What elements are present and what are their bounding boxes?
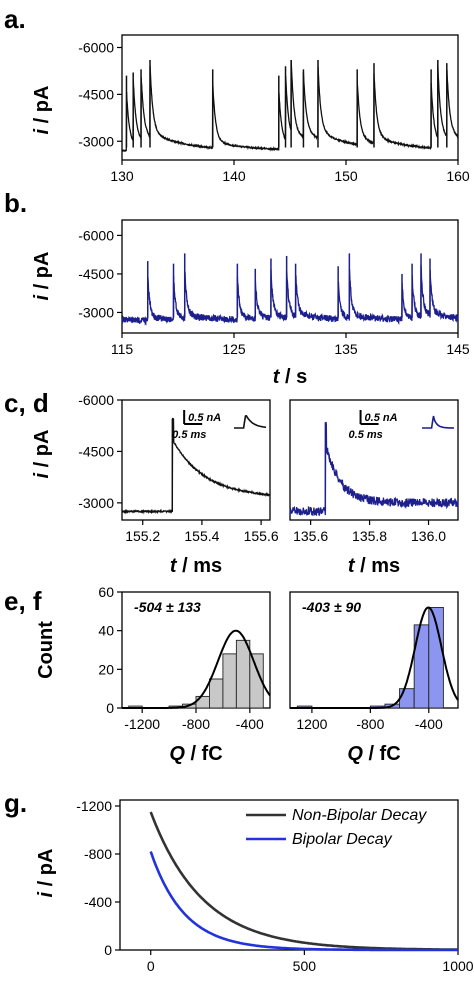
plot-f: 1200 -800 -400 Q / fC -403 ± 90	[289, 591, 459, 765]
x-axis-label-e: Q / fC	[169, 743, 222, 765]
legend-label-1: Bipolar Decay	[292, 831, 393, 848]
histogram-bar-e	[209, 678, 224, 709]
histogram-bar-e	[222, 653, 237, 709]
y-tick-label-g: 0	[104, 942, 112, 958]
axes-frame-c	[121, 399, 271, 521]
histogram-bar-f	[399, 688, 415, 709]
gaussian-fit-e	[122, 629, 271, 709]
plot-d: 135.6 135.8 136.0 t / ms 0.5 nA 0.5 ms	[289, 399, 459, 577]
y-tick-label-e: 0	[106, 700, 114, 716]
axes-frame-b	[121, 219, 459, 334]
x-tick-label-b: 135	[334, 341, 358, 357]
y-tick-label-c: -6000	[78, 392, 114, 408]
plot-b: 115 125 135 145 -6000 -4500 -3000 t / s	[78, 219, 470, 388]
scalebar-time-label-c: 0.5 ms	[172, 429, 206, 441]
x-tick-label-d: 136.0	[411, 528, 446, 544]
x-tick-label-b: 145	[446, 341, 470, 357]
ylabel-ef: Count	[35, 621, 57, 679]
ylabel-g: i / pA	[35, 849, 57, 898]
scalebar-current-label-c: 0.5 nA	[188, 412, 221, 424]
trace-b	[121, 264, 459, 326]
x-axis-label-c: t / ms	[170, 555, 222, 577]
x-tick-label-a: 140	[222, 168, 246, 184]
axes-frame-g	[119, 799, 459, 951]
panel-label-a: a.	[4, 4, 26, 34]
ylabel-b: i / pA	[31, 252, 53, 301]
x-axis-label-f: Q / fC	[347, 743, 400, 765]
x-tick-label-a: 160	[446, 168, 470, 184]
gaussian-fit-f	[290, 606, 459, 709]
x-tick-label-c: 155.2	[125, 528, 160, 544]
axes-frame-d	[289, 399, 459, 521]
axes-frame-a	[121, 34, 459, 161]
plot-c: 155.2 155.4 155.6 -6000 -4500 -3000 t / ms 0.5 …	[78, 392, 279, 577]
fit-annotation-f: -403 ± 90	[302, 599, 361, 615]
fit-annotation-e: -504 ± 133	[134, 599, 201, 615]
x-axis-label-b: t / s	[273, 366, 307, 388]
panel-label-cd: c, d	[4, 388, 49, 418]
x-tick-label-f: -800	[356, 716, 384, 732]
x-tick-label-f: 1200	[296, 716, 327, 732]
x-tick-label-c: 155.4	[184, 528, 219, 544]
y-tick-label-g: -400	[84, 894, 112, 910]
inset-waveform-c	[234, 415, 267, 429]
trace-a	[121, 60, 459, 154]
y-tick-label-e: 40	[98, 623, 114, 639]
plot-g: 0 500 1000 -1200 -800 -400 0 t / ms Non-Bipolar …	[76, 798, 474, 985]
x-tick-label-e: -800	[182, 716, 210, 732]
y-tick-label-a: -4500	[78, 86, 114, 102]
event-trace-c	[121, 417, 270, 515]
y-tick-label-b: -3000	[78, 304, 114, 320]
event-trace-d	[289, 421, 459, 517]
x-tick-label-b: 115	[111, 341, 134, 357]
x-tick-label-c: 155.6	[244, 528, 279, 544]
histogram-bar-e	[195, 695, 210, 709]
histogram-bar-e	[249, 653, 264, 709]
x-tick-label-a: 150	[334, 168, 358, 184]
x-axis-label-g: t / ms	[263, 983, 315, 985]
y-tick-label-e: 20	[98, 661, 114, 677]
histogram-bar-e	[235, 639, 251, 709]
x-tick-label-a: 130	[110, 168, 134, 184]
ylabel-a: i / pA	[31, 86, 53, 135]
panel-label-g: g.	[4, 788, 27, 818]
plot-e: -1200 -800 -400 0 20 40 60 Q / fC -504 ± 133	[98, 584, 271, 765]
x-axis-label-d: t / ms	[348, 555, 400, 577]
y-tick-label-b: -4500	[78, 266, 114, 282]
y-tick-label-a: -6000	[78, 40, 114, 56]
y-tick-label-c: -3000	[78, 495, 114, 511]
legend-label-0: Non-Bipolar Decay	[292, 807, 427, 824]
x-tick-label-g: 500	[293, 958, 317, 974]
y-tick-label-a: -3000	[78, 133, 114, 149]
y-tick-label-g: -800	[84, 846, 112, 862]
y-tick-label-b: -6000	[78, 227, 114, 243]
inset-waveform-d	[422, 415, 454, 429]
x-tick-label-d: 135.8	[352, 528, 387, 544]
x-tick-label-d: 135.6	[293, 528, 328, 544]
y-tick-label-c: -4500	[78, 443, 114, 459]
scalebar-current-label-d: 0.5 nA	[365, 412, 398, 424]
ylabel-cd: i / pA	[31, 430, 53, 479]
x-tick-label-g: 1000	[442, 958, 473, 974]
panel-label-b: b.	[4, 188, 27, 218]
scalebar-time-label-d: 0.5 ms	[349, 429, 383, 441]
panel-label-ef: e, f	[4, 586, 42, 616]
x-tick-label-f: -400	[415, 716, 443, 732]
x-tick-label-g: 0	[147, 958, 155, 974]
y-tick-label-g: -1200	[76, 798, 112, 814]
x-tick-label-b: 125	[222, 341, 246, 357]
x-tick-label-e: -1200	[124, 716, 160, 732]
y-tick-label-e: 60	[98, 584, 114, 600]
plot-a: 130 140 150 160 -6000 -4500 -3000	[78, 34, 470, 184]
decay-line-1	[149, 851, 458, 952]
x-tick-label-e: -400	[236, 716, 264, 732]
